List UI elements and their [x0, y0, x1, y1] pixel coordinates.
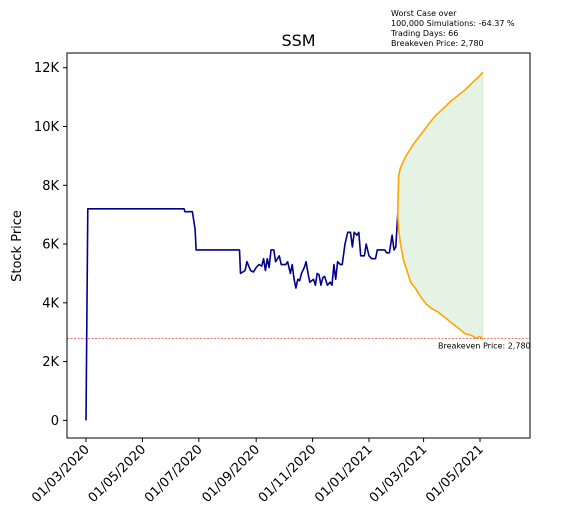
- breakeven-label: Breakeven Price: 2,780: [438, 342, 531, 351]
- y-tick-label: 10K: [34, 120, 60, 135]
- plot-area: [67, 71, 530, 421]
- y-tick-label: 2K: [42, 355, 59, 370]
- y-axis-title: Stock Price: [10, 210, 25, 282]
- axes-frame: [66, 52, 531, 439]
- y-tick-label: 0: [51, 414, 59, 429]
- simulation-upper-line: [396, 71, 484, 215]
- y-tick-label: 12K: [34, 61, 60, 76]
- y-axis: 0 2K 4K 6K 8K 10K 12K: [34, 61, 67, 429]
- annotation-line-1: Worst Case over: [391, 9, 457, 18]
- historical-price-line: [85, 208, 399, 421]
- y-tick-label: 8K: [42, 179, 59, 194]
- simulation-lower-line: [396, 214, 484, 341]
- y-tick-label: 4K: [42, 296, 59, 311]
- annotation-line-2: 100,000 Simulations: -64.37 %: [391, 19, 515, 28]
- chart-title: SSM: [281, 31, 315, 50]
- annotation-line-4: Breakeven Price: 2,780: [391, 39, 484, 48]
- annotation-line-3: Trading Days: 66: [390, 29, 458, 38]
- y-tick-label: 6K: [42, 238, 59, 253]
